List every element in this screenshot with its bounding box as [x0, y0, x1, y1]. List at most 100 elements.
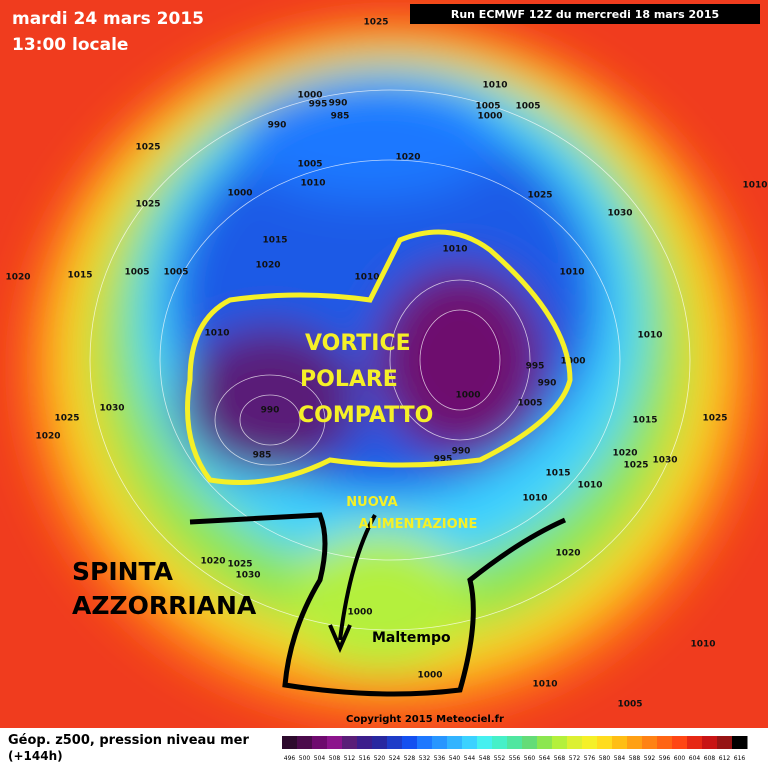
annotation: NUOVA	[346, 495, 397, 510]
scale-label: 536	[434, 755, 446, 762]
scale-label: 596	[659, 755, 671, 762]
scale-swatch	[717, 736, 733, 749]
annotation: ALIMENTAZIONE	[359, 517, 478, 532]
scale-swatch	[447, 736, 463, 749]
isobar-label: 1010	[482, 81, 507, 91]
isobar-label: 985	[331, 112, 350, 122]
isobar-label: 990	[538, 379, 557, 389]
scale-swatch	[612, 736, 628, 749]
scale-swatch	[372, 736, 388, 749]
scale-swatch	[582, 736, 598, 749]
forecast-lead: (+144h)	[8, 749, 63, 763]
isobar-label: 1020	[200, 557, 225, 567]
isobar-label: 1030	[235, 571, 260, 581]
scale-swatch	[567, 736, 583, 749]
isobar-label: 1005	[515, 102, 540, 112]
scale-swatch	[702, 736, 718, 749]
isobar-label: 1000	[560, 357, 585, 367]
scale-label: 568	[554, 755, 566, 762]
scale-label: 560	[524, 755, 536, 762]
isobar-label: 1015	[545, 469, 570, 479]
isobar-label: 1010	[690, 640, 715, 650]
isobar-label: 1010	[577, 481, 602, 491]
run-box	[410, 4, 760, 24]
run-info: Run ECMWF 12Z du mercredi 18 mars 2015	[451, 8, 719, 21]
scale-label: 544	[464, 755, 476, 762]
isobar-label: 1010	[742, 181, 767, 191]
scale-swatch	[432, 736, 448, 749]
isobar-label: 1025	[135, 200, 160, 210]
isobar-label: 985	[253, 451, 272, 461]
scale-swatch	[417, 736, 433, 749]
ridge-outline	[189, 512, 567, 697]
isobar-label: 1010	[204, 329, 229, 339]
isobar-label: 1025	[363, 18, 388, 28]
scale-label: 496	[284, 755, 296, 762]
isobar-label: 1005	[163, 268, 188, 278]
scale-swatch	[462, 736, 478, 749]
scale-label: 564	[539, 755, 551, 762]
scale-swatch	[312, 736, 328, 749]
isobar-label: 990	[452, 447, 471, 457]
isobar-label: 1000	[227, 189, 252, 199]
isobar-label: 1005	[517, 399, 542, 409]
scale-label: 612	[719, 755, 731, 762]
isobar-label: 1015	[632, 416, 657, 426]
scale-label: 516	[359, 755, 371, 762]
isobar-label: 1025	[702, 414, 727, 424]
scale-label: 576	[584, 755, 596, 762]
isobar-label: 1005	[475, 102, 500, 112]
scale-label: 572	[569, 755, 581, 762]
scale-swatch	[282, 736, 298, 749]
scale-swatch	[327, 736, 343, 749]
scale-label: 528	[404, 755, 416, 762]
isobar-label: 1005	[297, 160, 322, 170]
scale-label: 600	[674, 755, 686, 762]
scale-label: 548	[479, 755, 491, 762]
isobar-label: 1020	[5, 273, 30, 283]
isobar-label: 1020	[555, 549, 580, 559]
scale-label: 504	[314, 755, 326, 762]
vortex-outline	[185, 229, 573, 485]
scale-label: 588	[629, 755, 641, 762]
scale-label: 616	[734, 755, 746, 762]
isobar-label: 1010	[637, 331, 662, 341]
copyright: Copyright 2015 Meteociel.fr	[346, 714, 504, 725]
isobar-label: 1000	[297, 91, 322, 101]
scale-swatch	[552, 736, 568, 749]
scale-swatch	[342, 736, 358, 749]
scale-swatch	[657, 736, 673, 749]
annotation: POLARE	[300, 367, 398, 392]
scale-label: 532	[419, 755, 431, 762]
field	[0, 0, 768, 728]
scale-swatch	[672, 736, 688, 749]
scale-swatch	[477, 736, 493, 749]
isobar-label: 1000	[347, 608, 372, 618]
isobar-label: 1005	[617, 700, 642, 710]
annotation: VORTICE	[305, 331, 411, 356]
scale-swatch	[537, 736, 553, 749]
isobar-label: 995	[434, 455, 453, 465]
isobar-label: 995	[526, 362, 545, 372]
scale-swatch	[357, 736, 373, 749]
isobar-label: 1010	[522, 494, 547, 504]
scale-label: 500	[299, 755, 311, 762]
scale-swatch	[627, 736, 643, 749]
isobar-label: 1005	[124, 268, 149, 278]
scale-label: 520	[374, 755, 386, 762]
scale-swatch	[402, 736, 418, 749]
color-scale: 496 500 504 508 512 516 520 524 528 532 536 540 544 5…	[282, 736, 748, 762]
annotation: Maltempo	[372, 630, 451, 646]
isobar-label: 1025	[527, 191, 552, 201]
isobar-label: 1030	[607, 209, 632, 219]
isobar-label: 1000	[477, 112, 502, 122]
annotation: AZZORRIANA	[72, 591, 257, 620]
scale-label: 556	[509, 755, 521, 762]
isobar-label: 990	[329, 99, 348, 109]
scale-label: 608	[704, 755, 716, 762]
isobar-label: 1000	[455, 391, 480, 401]
isobar-label: 1025	[623, 461, 648, 471]
isobar-label: 1010	[354, 273, 379, 283]
